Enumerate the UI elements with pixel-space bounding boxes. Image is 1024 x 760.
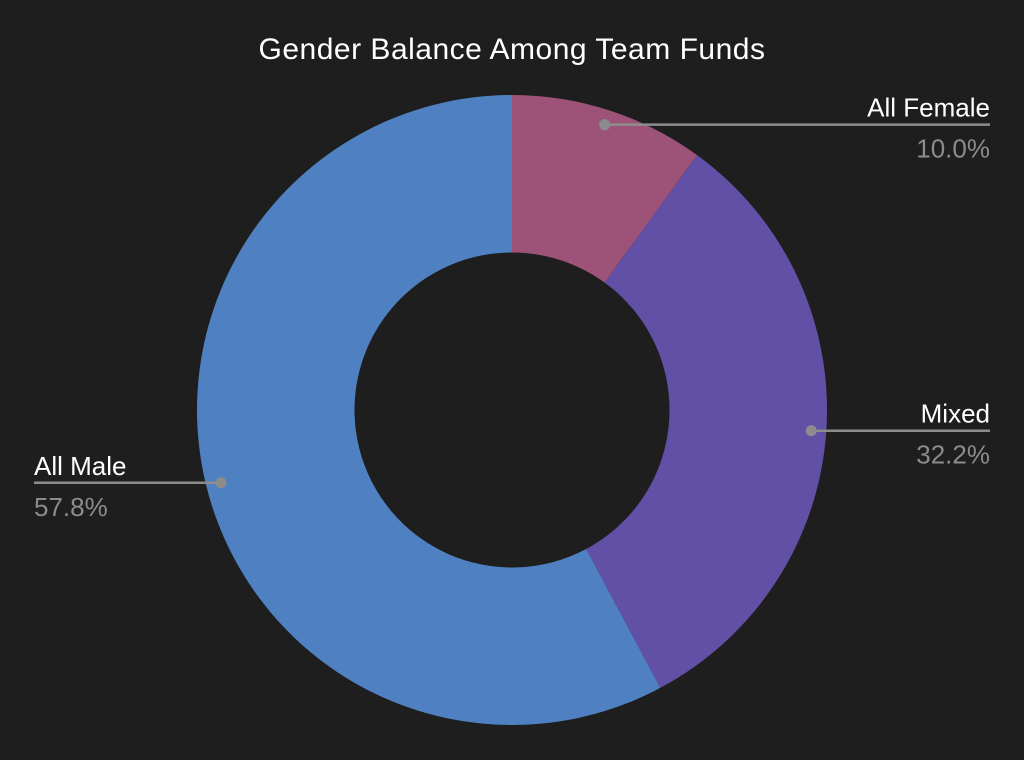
leader-dot-mixed bbox=[805, 425, 817, 437]
leader-dot-all-male bbox=[215, 477, 227, 489]
leader-dot-all-female bbox=[599, 119, 611, 131]
slice-pct-mixed: 32.2% bbox=[916, 440, 990, 470]
slice-all-female bbox=[512, 95, 698, 283]
slice-pct-all-male: 57.8% bbox=[34, 492, 108, 522]
chart-title: Gender Balance Among Team Funds bbox=[258, 33, 766, 66]
slice-mixed bbox=[586, 155, 828, 688]
slice-pct-all-female: 10.0% bbox=[916, 134, 990, 164]
slice-label-all-male: All Male bbox=[34, 451, 126, 481]
slice-label-mixed: Mixed bbox=[921, 399, 990, 429]
slice-all-male bbox=[197, 95, 661, 725]
slice-label-all-female: All Female bbox=[867, 93, 990, 123]
